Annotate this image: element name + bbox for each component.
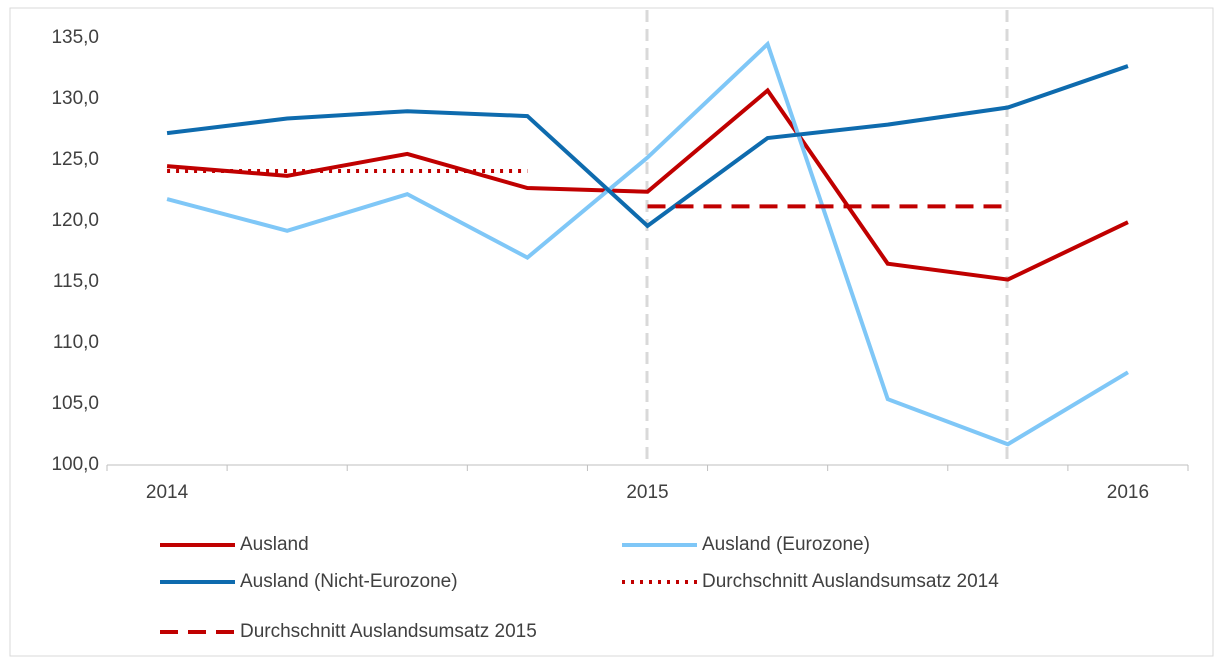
y-tick-label: 130,0 (51, 88, 99, 109)
legend-label: Ausland (Eurozone) (702, 534, 870, 555)
y-tick-label: 100,0 (51, 454, 99, 475)
legend-label: Durchschnitt Auslandsumsatz 2015 (240, 621, 537, 642)
series-line (166, 64, 1129, 229)
series-line (166, 40, 1129, 447)
y-tick-label: 115,0 (53, 271, 99, 292)
legend-label: Ausland (Nicht-Eurozone) (240, 571, 458, 592)
y-tick-label: 120,0 (51, 210, 99, 231)
legend-label: Ausland (240, 534, 309, 555)
x-tick-label: 2016 (1107, 482, 1149, 503)
y-tick-label: 105,0 (51, 393, 99, 414)
x-tick-label: 2014 (146, 482, 189, 503)
legend-label: Durchschnitt Auslandsumsatz 2014 (702, 571, 999, 592)
y-tick-label: 125,0 (51, 149, 99, 170)
chart-frame (9, 7, 1214, 657)
series-line (166, 87, 1129, 282)
y-tick-label: 135,0 (51, 27, 99, 48)
y-tick-label: 110,0 (53, 332, 99, 353)
x-tick-label: 2015 (626, 482, 668, 503)
